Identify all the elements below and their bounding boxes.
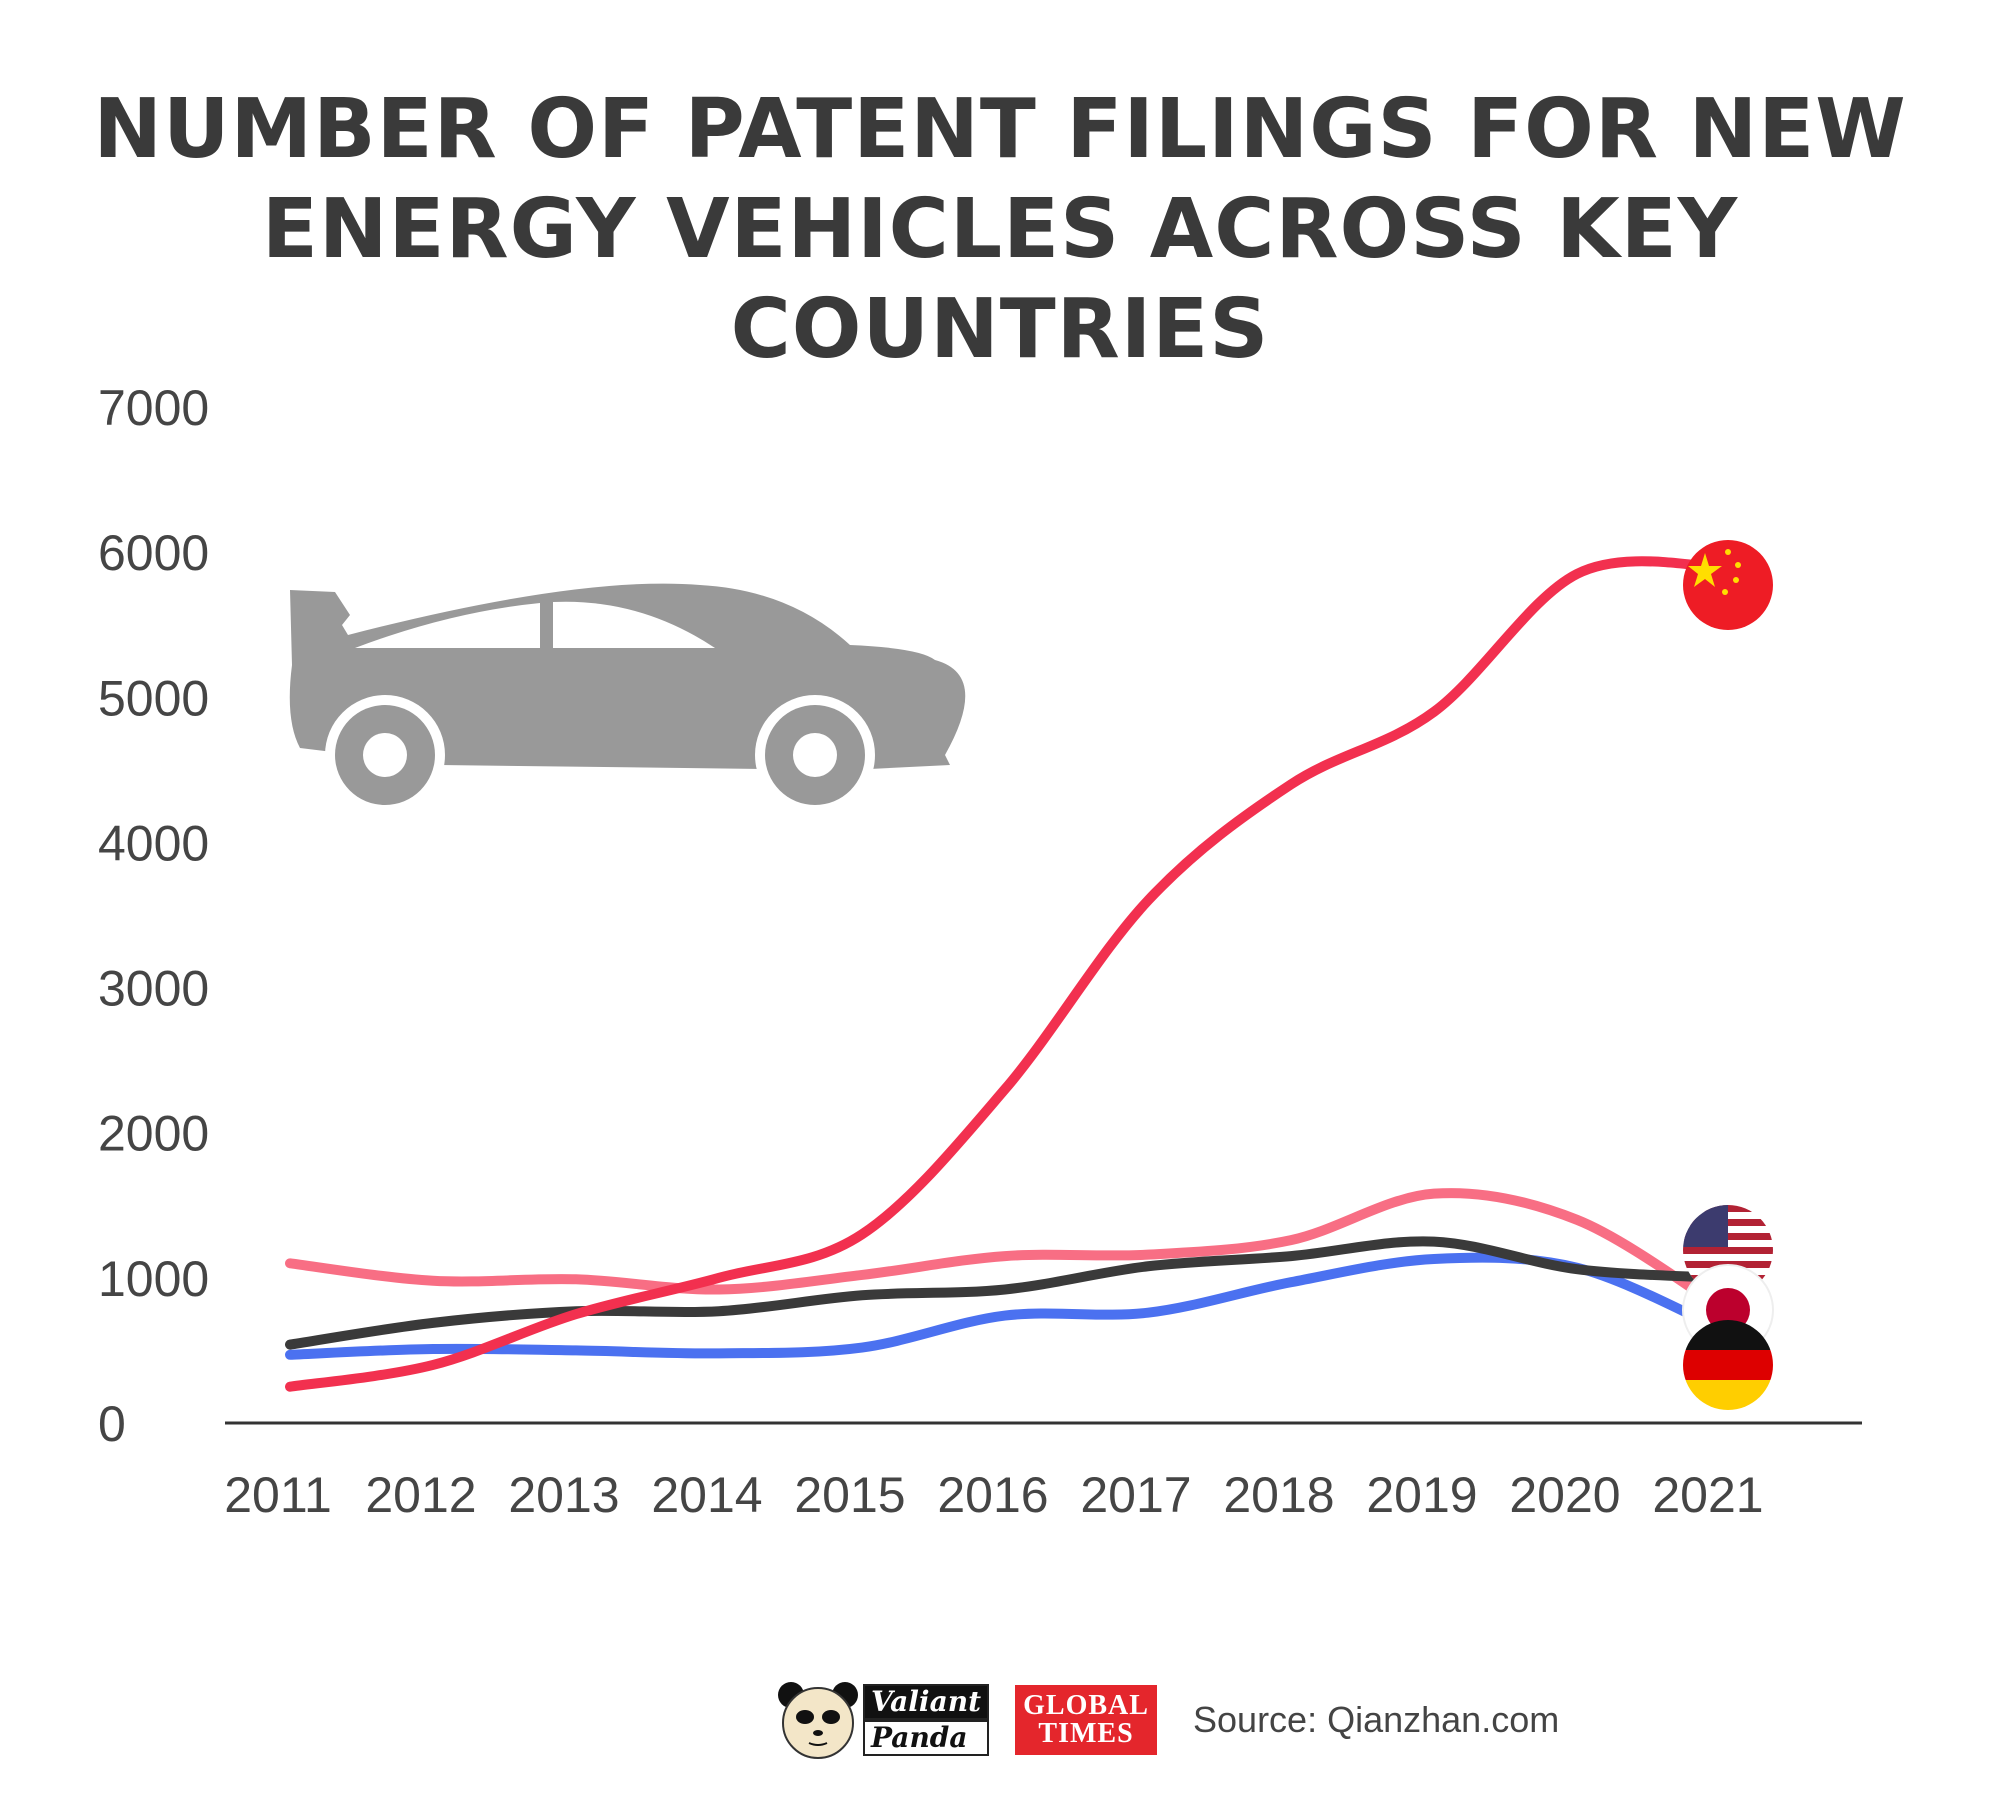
- series-line-china: [285, 556, 1725, 1392]
- series-line-japan: [285, 1188, 1725, 1312]
- panda-word-2: Panda: [863, 1720, 990, 1756]
- x-tick-label: 2018: [1223, 1467, 1334, 1523]
- chart-title: NUMBER OF PATENT FILINGS FOR NEW ENERGY …: [0, 80, 2000, 380]
- x-tick-label: 2013: [508, 1467, 619, 1523]
- y-tick-label: 0: [98, 1396, 126, 1452]
- car-icon: [289, 583, 966, 815]
- x-axis-ticks: 2011 2012 2013 2014 2015 2016 2017 2018 2019 2020…: [224, 1467, 1763, 1523]
- y-tick-label: 1000: [98, 1251, 209, 1307]
- y-tick-label: 6000: [98, 525, 209, 581]
- panda-word-1: Valiant: [863, 1684, 990, 1720]
- series-line-germany: [285, 1236, 1725, 1350]
- x-tick-label: 2021: [1652, 1467, 1763, 1523]
- gt-word-1: GLOBAL: [1023, 1690, 1149, 1721]
- y-axis-ticks: 0 1000 2000 3000 4000 5000 6000 7000: [98, 380, 209, 1452]
- x-tick-label: 2015: [794, 1467, 905, 1523]
- china-flag-icon: [1683, 540, 1773, 630]
- x-tick-label: 2011: [224, 1467, 332, 1523]
- series-lines: [285, 556, 1725, 1392]
- gt-word-2: TIMES: [1038, 1718, 1134, 1749]
- valiant-panda-logo: Valiant Panda: [775, 1677, 990, 1763]
- x-tick-label: 2019: [1366, 1467, 1477, 1523]
- y-tick-label: 3000: [98, 961, 209, 1017]
- x-tick-label: 2016: [937, 1467, 1048, 1523]
- title-line-1: NUMBER OF PATENT FILINGS FOR NEW: [93, 82, 1907, 177]
- germany-flag-icon: [1683, 1320, 1773, 1410]
- series-line-united-states: [285, 1252, 1725, 1360]
- x-tick-label: 2020: [1509, 1467, 1620, 1523]
- panda-icon: [778, 1682, 858, 1759]
- x-tick-label: 2012: [365, 1467, 476, 1523]
- global-times-logo: GLOBAL TIMES: [1015, 1685, 1158, 1755]
- title-line-2: ENERGY VEHICLES ACROSS KEY COUNTRIES: [261, 182, 1739, 377]
- source-note: Source: Qianzhan.com: [1193, 1699, 1560, 1740]
- y-tick-label: 2000: [98, 1106, 209, 1162]
- x-tick-label: 2017: [1080, 1467, 1191, 1523]
- x-tick-label: 2014: [651, 1467, 762, 1523]
- y-tick-label: 5000: [98, 670, 209, 726]
- y-tick-label: 7000: [98, 380, 209, 436]
- y-tick-label: 4000: [98, 815, 209, 871]
- footer: Valiant Panda GLOBAL TIMES Source: Qianz…: [775, 1680, 1559, 1760]
